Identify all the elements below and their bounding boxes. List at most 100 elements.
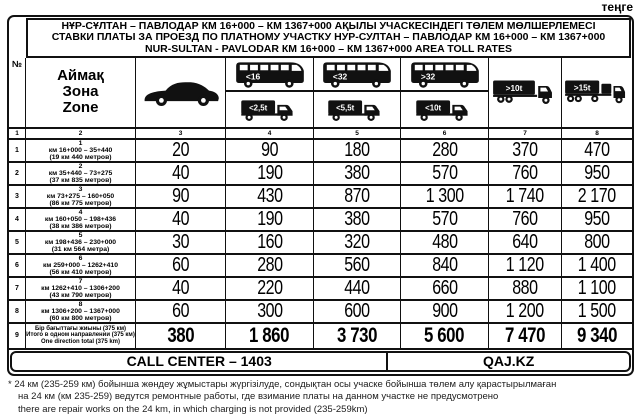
zone-cell: 4 км 160+050 – 198+436 (38 км 386 метров) bbox=[26, 208, 136, 232]
svg-text:<16: <16 bbox=[245, 71, 260, 81]
column-header-number: № bbox=[9, 57, 26, 129]
total-price-cell: 1 860 bbox=[226, 323, 314, 350]
footer-bar: CALL CENTER – 1403 QAJ.KZ bbox=[10, 350, 631, 372]
price-cell: 1 300 bbox=[401, 185, 489, 209]
table-row-zone-3: 3 3 км 73+275 – 160+050 (86 км 775 метров)… bbox=[9, 185, 632, 209]
price-cell: 470 bbox=[562, 140, 632, 163]
price-cell: 90 bbox=[136, 185, 226, 209]
semi-truck-over-10t-icon: >10t bbox=[492, 77, 558, 107]
price-cell: 60 bbox=[136, 254, 226, 278]
column-header-zone: Аймақ Зона Zone bbox=[26, 57, 136, 129]
price-cell: 30 bbox=[136, 231, 226, 255]
repair-works-footnote: * 24 км (235-259 км) бойынша жөндеу жұмы… bbox=[8, 379, 640, 417]
price-cell: 380 bbox=[314, 162, 401, 186]
price-cell: 1 500 bbox=[562, 301, 632, 324]
price-cell: 40 bbox=[136, 277, 226, 301]
price-cell: 2 170 bbox=[562, 186, 632, 209]
price-cell: 430 bbox=[226, 185, 314, 209]
svg-text:<2,5t: <2,5t bbox=[249, 103, 268, 112]
title-english: NUR-SULTAN - PAVLODAR КМ 16+000 – КМ 136… bbox=[145, 42, 512, 55]
price-cell: 320 bbox=[314, 231, 401, 255]
price-cell: 380 bbox=[314, 208, 401, 232]
column-number-row: 1 2 3 4 5 6 7 8 bbox=[9, 128, 632, 140]
table-row-totals: 9 Бір бағыттағы жиыны (375 км) Итого в о… bbox=[9, 323, 632, 350]
total-price-cell: 9 340 bbox=[562, 324, 632, 350]
zone-cell: 1 км 16+000 – 35+440 (19 км 440 метров) bbox=[26, 139, 136, 163]
footnote-kazakh: * 24 км (235-259 км) бойынша жөндеу жұмы… bbox=[8, 378, 557, 390]
price-cell: 760 bbox=[489, 208, 562, 232]
bus-over-32-seats-icon: >32 bbox=[401, 58, 488, 93]
price-cell: 300 bbox=[226, 300, 314, 324]
total-price-cell: 380 bbox=[136, 323, 226, 350]
truck-under-10t-icon: <10t bbox=[401, 92, 488, 127]
price-cell: 1 200 bbox=[489, 300, 562, 324]
price-cell: 1 100 bbox=[562, 278, 632, 301]
zone-cell: 2 км 35+440 – 73+275 (37 км 835 метров) bbox=[26, 162, 136, 186]
total-label-cell: Бір бағыттағы жиыны (375 км) Итого в одн… bbox=[26, 323, 136, 350]
price-cell: 280 bbox=[401, 139, 489, 163]
call-center-label: CALL CENTER – 1403 bbox=[12, 352, 389, 370]
title-kazakh: НҰР-СҰЛТАН – ПАВЛОДАР КМ 16+000 – КМ 136… bbox=[61, 20, 596, 32]
road-train-over-15t-icon: >15t bbox=[564, 77, 630, 107]
table-header-row: № Аймақ Зона Zone bbox=[9, 57, 632, 129]
zone-cell: 5 км 198+436 – 230+000 (31 км 564 метра) bbox=[26, 231, 136, 255]
table-row-zone-4: 4 4 км 160+050 – 198+436 (38 км 386 метров… bbox=[9, 208, 632, 232]
price-cell: 1 740 bbox=[489, 185, 562, 209]
total-price-cell: 3 730 bbox=[314, 323, 401, 350]
price-cell: 60 bbox=[136, 300, 226, 324]
price-cell: 40 bbox=[136, 208, 226, 232]
price-cell: 180 bbox=[314, 139, 401, 163]
column-header-car bbox=[136, 57, 226, 129]
column-header-road-train-over-15t: >15t bbox=[562, 58, 632, 129]
truck-under-2-5t-icon: <2,5t bbox=[226, 92, 313, 127]
price-cell: 900 bbox=[401, 300, 489, 324]
column-header-bus32-truck55: <32 <5,5t bbox=[314, 57, 401, 129]
currency-label: теңге bbox=[601, 0, 633, 14]
price-cell: 370 bbox=[489, 139, 562, 163]
price-cell: 760 bbox=[489, 162, 562, 186]
price-cell: 950 bbox=[562, 163, 632, 186]
table-row-zone-5: 5 5 км 198+436 – 230+000 (31 км 564 метра)… bbox=[9, 231, 632, 255]
price-cell: 840 bbox=[401, 254, 489, 278]
price-cell: 90 bbox=[226, 139, 314, 163]
price-cell: 160 bbox=[226, 231, 314, 255]
price-cell: 190 bbox=[226, 162, 314, 186]
price-cell: 950 bbox=[562, 209, 632, 232]
zone-cell: 3 км 73+275 – 160+050 (86 км 775 метров) bbox=[26, 185, 136, 209]
toll-board: НҰР-СҰЛТАН – ПАВЛОДАР КМ 16+000 – КМ 136… bbox=[7, 15, 634, 376]
svg-text:>15t: >15t bbox=[574, 84, 591, 93]
table-row-zone-1: 1 1 км 16+000 – 35+440 (19 км 440 метров) … bbox=[9, 139, 632, 163]
price-cell: 880 bbox=[489, 277, 562, 301]
column-header-semi-over-10t: >10t bbox=[489, 57, 562, 129]
price-cell: 280 bbox=[226, 254, 314, 278]
price-cell: 40 bbox=[136, 162, 226, 186]
svg-text:>32: >32 bbox=[420, 71, 435, 81]
price-cell: 20 bbox=[136, 139, 226, 163]
zone-cell: 8 км 1306+200 – 1367+000 (60 км 800 метров… bbox=[26, 300, 136, 324]
zone-cell: 6 км 259+000 – 1262+410 (56 км 410 метров) bbox=[26, 254, 136, 278]
price-cell: 480 bbox=[401, 231, 489, 255]
bus-under-16-seats-icon: <16 bbox=[226, 58, 313, 93]
price-cell: 190 bbox=[226, 208, 314, 232]
total-price-cell: 7 470 bbox=[489, 323, 562, 350]
price-cell: 1 400 bbox=[562, 255, 632, 278]
footnote-russian: на 24 км (км 235-259) ведутся ремонтные … bbox=[18, 391, 499, 403]
price-cell: 1 120 bbox=[489, 254, 562, 278]
table-row-zone-6: 6 6 км 259+000 – 1262+410 (56 км 410 метро… bbox=[9, 254, 632, 278]
bus-under-32-seats-icon: <32 bbox=[314, 58, 400, 93]
footnote-english: there are repair works on the 24 km, in … bbox=[18, 404, 368, 416]
table-row-zone-7: 7 7 км 1262+410 – 1306+200 (43 км 790 метр… bbox=[9, 277, 632, 301]
car-icon bbox=[139, 76, 223, 108]
column-header-bus16-truck25: <16 <2,5t bbox=[226, 57, 314, 129]
rates-table: № Аймақ Зона Zone bbox=[9, 57, 632, 350]
price-cell: 220 bbox=[226, 277, 314, 301]
svg-text:<10t: <10t bbox=[425, 103, 441, 112]
price-cell: 800 bbox=[562, 232, 632, 255]
price-cell: 440 bbox=[314, 277, 401, 301]
price-cell: 560 bbox=[314, 254, 401, 278]
title-russian: СТАВКИ ПЛАТЫ ЗА ПРОЕЗД ПО ПЛАТНОМУ УЧАСТ… bbox=[51, 31, 606, 44]
svg-text:<32: <32 bbox=[333, 71, 348, 81]
zone-cell: 7 км 1262+410 – 1306+200 (43 км 790 метров… bbox=[26, 277, 136, 301]
price-cell: 870 bbox=[314, 185, 401, 209]
